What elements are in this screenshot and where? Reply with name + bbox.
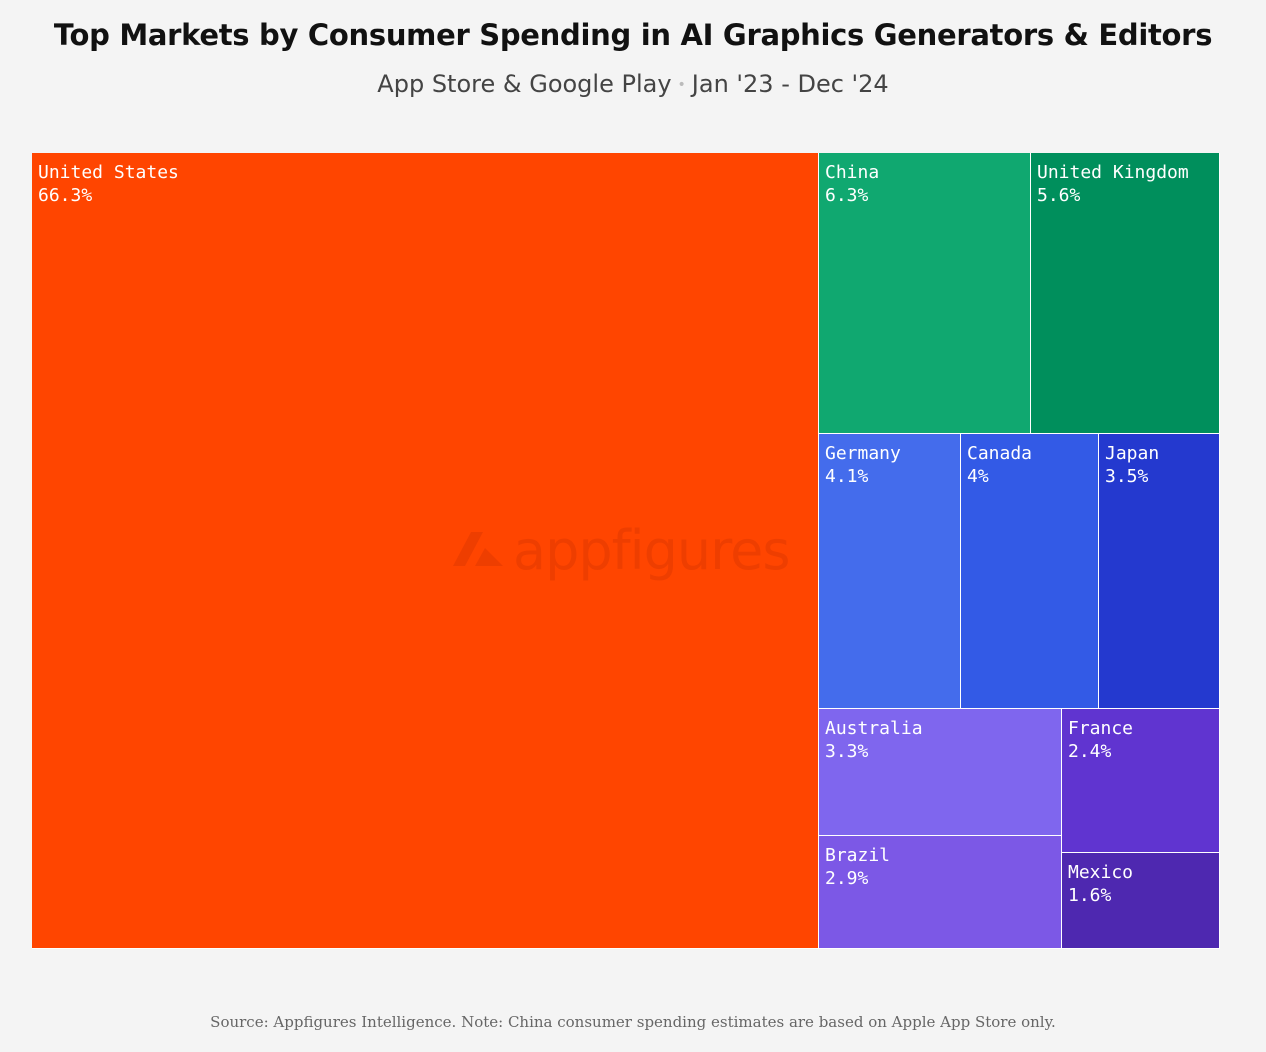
- subtitle-separator: •: [677, 77, 686, 93]
- chart-title: Top Markets by Consumer Spending in AI G…: [53, 18, 1213, 52]
- treemap-cell-canada[interactable]: Canada 4%: [961, 434, 1099, 709]
- cell-label: China 6.3%: [825, 161, 879, 207]
- treemap-cell-mexico[interactable]: Mexico 1.6%: [1062, 853, 1220, 949]
- cell-label: Mexico 1.6%: [1068, 861, 1133, 907]
- cell-label: United States 66.3%: [38, 161, 179, 207]
- appfigures-logo-icon: [453, 531, 503, 566]
- cell-percent: 4.1%: [825, 466, 869, 487]
- cell-percent: 66.3%: [38, 185, 93, 206]
- cell-country-name: Japan: [1105, 443, 1160, 464]
- cell-country-name: Australia: [825, 718, 923, 739]
- cell-percent: 2.4%: [1068, 741, 1112, 762]
- subtitle-source: App Store & Google Play: [377, 70, 672, 98]
- cell-label: Canada 4%: [967, 442, 1032, 488]
- appfigures-watermark: appfigures: [449, 519, 791, 582]
- cell-percent: 4%: [967, 466, 989, 487]
- watermark-text: appfigures: [513, 519, 791, 582]
- treemap-cell-japan[interactable]: Japan 3.5%: [1099, 434, 1220, 709]
- treemap-cell-france[interactable]: France 2.4%: [1062, 709, 1220, 853]
- cell-percent: 6.3%: [825, 185, 869, 206]
- cell-percent: 5.6%: [1037, 185, 1081, 206]
- cell-label: Australia 3.3%: [825, 717, 923, 763]
- cell-label: Brazil 2.9%: [825, 844, 890, 890]
- treemap-cell-brazil[interactable]: Brazil 2.9%: [819, 836, 1062, 949]
- cell-country-name: Canada: [967, 443, 1033, 464]
- cell-country-name: United Kingdom: [1037, 162, 1189, 183]
- cell-country-name: France: [1068, 718, 1134, 739]
- treemap: United States 66.3% China 6.3% United Kingdo…: [32, 153, 1220, 949]
- cell-percent: 2.9%: [825, 868, 869, 889]
- cell-country-name: Mexico: [1068, 862, 1134, 883]
- cell-country-name: United States: [38, 162, 179, 183]
- treemap-cell-australia[interactable]: Australia 3.3%: [819, 709, 1062, 836]
- treemap-cell-united-kingdom[interactable]: United Kingdom 5.6%: [1031, 153, 1220, 434]
- cell-country-name: China: [825, 162, 880, 183]
- cell-label: France 2.4%: [1068, 717, 1133, 763]
- cell-label: United Kingdom 5.6%: [1037, 161, 1189, 207]
- treemap-cell-china[interactable]: China 6.3%: [819, 153, 1031, 434]
- cell-label: Germany 4.1%: [825, 442, 901, 488]
- source-footnote: Source: Appfigures Intelligence. Note: C…: [210, 1013, 1056, 1031]
- cell-country-name: Brazil: [825, 845, 891, 866]
- cell-percent: 3.3%: [825, 741, 869, 762]
- cell-label: Japan 3.5%: [1105, 442, 1159, 488]
- subtitle-period: Jan '23 - Dec '24: [691, 70, 889, 98]
- cell-country-name: Germany: [825, 443, 901, 464]
- cell-percent: 3.5%: [1105, 466, 1149, 487]
- treemap-cell-united-states[interactable]: United States 66.3%: [32, 153, 819, 949]
- treemap-cell-germany[interactable]: Germany 4.1%: [819, 434, 961, 709]
- cell-percent: 1.6%: [1068, 885, 1112, 906]
- chart-subtitle: App Store & Google Play • Jan '23 - Dec '2…: [0, 70, 1266, 98]
